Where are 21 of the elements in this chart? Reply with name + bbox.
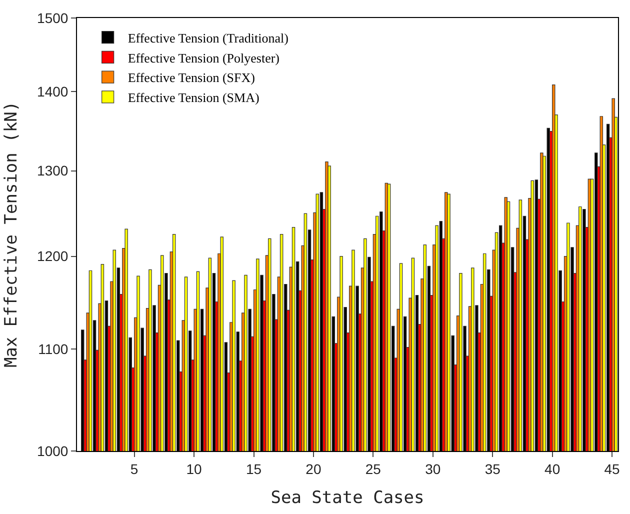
y-axis-title: Max Effective Tension (kN) xyxy=(2,101,22,368)
y-tick-label: 1200 xyxy=(37,248,68,264)
y-tick-label: 1300 xyxy=(37,162,68,179)
x-tick-label: 15 xyxy=(246,460,262,477)
x-tick-label: 40 xyxy=(544,460,560,477)
legend-label: Effective Tension (Polyester) xyxy=(128,50,280,66)
legend-label: Effective Tension (Traditional) xyxy=(128,30,288,46)
x-tick-label: 30 xyxy=(425,460,441,477)
x-tick-label: 20 xyxy=(306,460,322,477)
x-tick-label: 35 xyxy=(484,460,501,477)
legend-label: Effective Tension (SFX) xyxy=(128,70,255,86)
x-axis-title: Sea State Cases xyxy=(270,488,424,508)
x-tick-label: 5 xyxy=(130,460,138,477)
y-tick-label: 1100 xyxy=(38,341,68,358)
x-tick-label: 45 xyxy=(604,460,620,477)
y-tick-label: 1000 xyxy=(37,442,68,459)
x-tick-label: 10 xyxy=(186,460,202,477)
y-tick-label: 1400 xyxy=(37,84,68,100)
y-tick-label: 1500 xyxy=(37,10,68,26)
x-tick-label: 25 xyxy=(365,460,382,477)
legend-label: Effective Tension (SMA) xyxy=(128,90,260,106)
